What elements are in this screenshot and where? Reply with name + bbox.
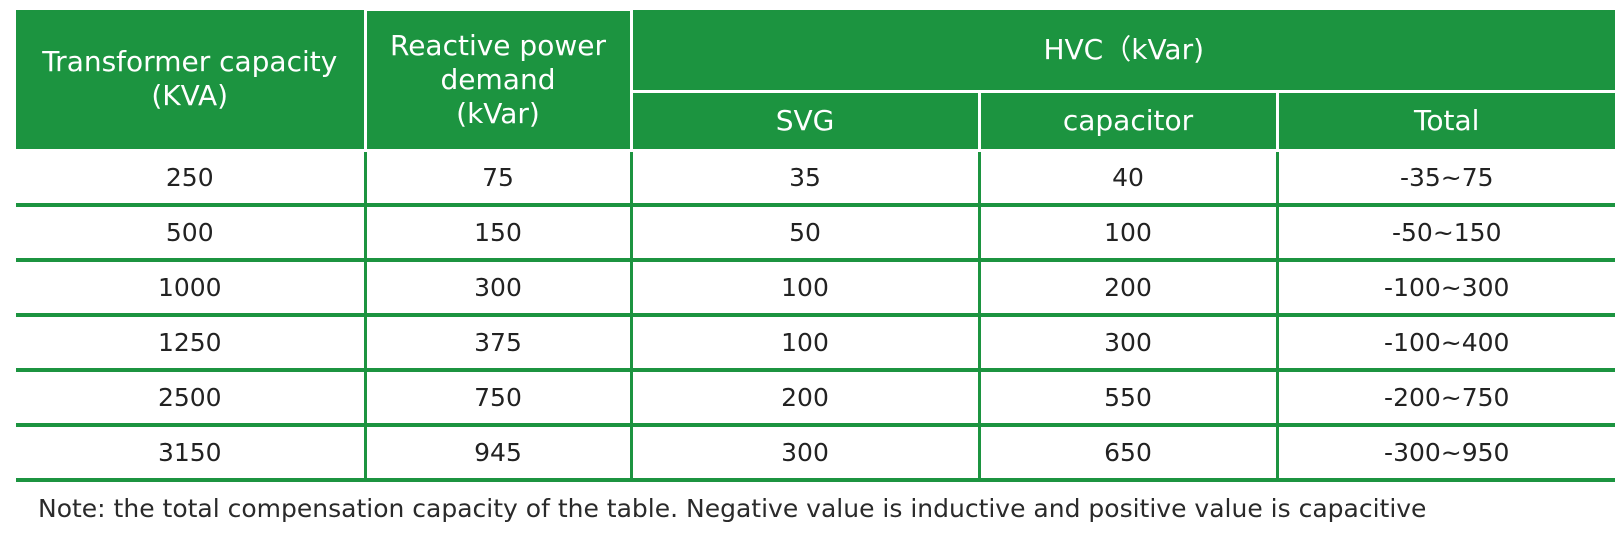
- cell-transformer-capacity: 2500: [16, 369, 365, 427]
- table-row: 1000 300 100 200 -100~300: [16, 259, 1616, 317]
- header-capacitor-label: capacitor: [1062, 103, 1194, 137]
- cell-total: -100~300: [1275, 259, 1616, 317]
- cell-reactive-power-demand: 945: [363, 424, 631, 482]
- cell-transformer-capacity: 500: [16, 204, 365, 262]
- header-transformer-capacity: Transformer capacity (KVA): [16, 9, 367, 152]
- header-total-label: Total: [1414, 103, 1480, 137]
- cell-capacitor: 200: [977, 259, 1277, 317]
- cell-svg: 100: [629, 314, 979, 372]
- cell-total: -100~400: [1275, 314, 1616, 372]
- header-row-sub: SVG capacitor Total: [16, 89, 1616, 152]
- table-footnote: Note: the total compensation capacity of…: [38, 494, 1427, 523]
- cell-capacitor: 650: [977, 424, 1277, 482]
- cell-reactive-power-demand: 150: [363, 204, 631, 262]
- header-svg: SVG: [629, 89, 981, 152]
- cell-svg: 200: [629, 369, 979, 427]
- cell-reactive-power-demand: 300: [363, 259, 631, 317]
- cell-transformer-capacity: 1000: [16, 259, 365, 317]
- table-header: Transformer capacity (KVA) Reactive powe…: [16, 8, 1616, 152]
- cell-reactive-power-demand: 375: [363, 314, 631, 372]
- header-reactive-power-demand: Reactive power demand (kVar): [363, 8, 633, 152]
- header-hvc-label: HVC（kVar): [1043, 32, 1205, 66]
- cell-reactive-power-demand: 75: [363, 148, 631, 207]
- header-total: Total: [1275, 89, 1616, 152]
- header-transformer-capacity-label: Transformer capacity (KVA): [42, 45, 338, 112]
- table-row: 500 150 50 100 -50~150: [16, 204, 1616, 262]
- header-reactive-power-demand-label: Reactive power demand (kVar): [390, 28, 606, 130]
- table-row: 3150 945 300 650 -300~950: [16, 424, 1616, 482]
- cell-reactive-power-demand: 750: [363, 369, 631, 427]
- cell-capacitor: 40: [977, 148, 1277, 207]
- hvc-capacity-table: Transformer capacity (KVA) Reactive powe…: [16, 8, 1616, 482]
- header-svg-label: SVG: [775, 103, 835, 137]
- cell-total: -200~750: [1275, 369, 1616, 427]
- cell-capacitor: 300: [977, 314, 1277, 372]
- cell-transformer-capacity: 3150: [16, 424, 365, 482]
- cell-total: -35~75: [1275, 148, 1616, 207]
- cell-transformer-capacity: 250: [16, 148, 365, 207]
- cell-svg: 100: [629, 259, 979, 317]
- cell-svg: 300: [629, 424, 979, 482]
- table-row: 250 75 35 40 -35~75: [16, 148, 1616, 207]
- table-row: 1250 375 100 300 -100~400: [16, 314, 1616, 372]
- cell-total: -50~150: [1275, 204, 1616, 262]
- header-hvc: HVC（kVar): [629, 9, 1616, 93]
- cell-svg: 35: [629, 148, 979, 207]
- cell-svg: 50: [629, 204, 979, 262]
- cell-total: -300~950: [1275, 424, 1616, 482]
- table-body: 250 75 35 40 -35~75 500 150 50 100 -50~1…: [16, 148, 1616, 482]
- table-row: 2500 750 200 550 -200~750: [16, 369, 1616, 427]
- header-capacitor: capacitor: [977, 89, 1279, 152]
- header-row-top: Transformer capacity (KVA) Reactive powe…: [16, 8, 1616, 152]
- cell-transformer-capacity: 1250: [16, 314, 365, 372]
- cell-capacitor: 550: [977, 369, 1277, 427]
- cell-capacitor: 100: [977, 204, 1277, 262]
